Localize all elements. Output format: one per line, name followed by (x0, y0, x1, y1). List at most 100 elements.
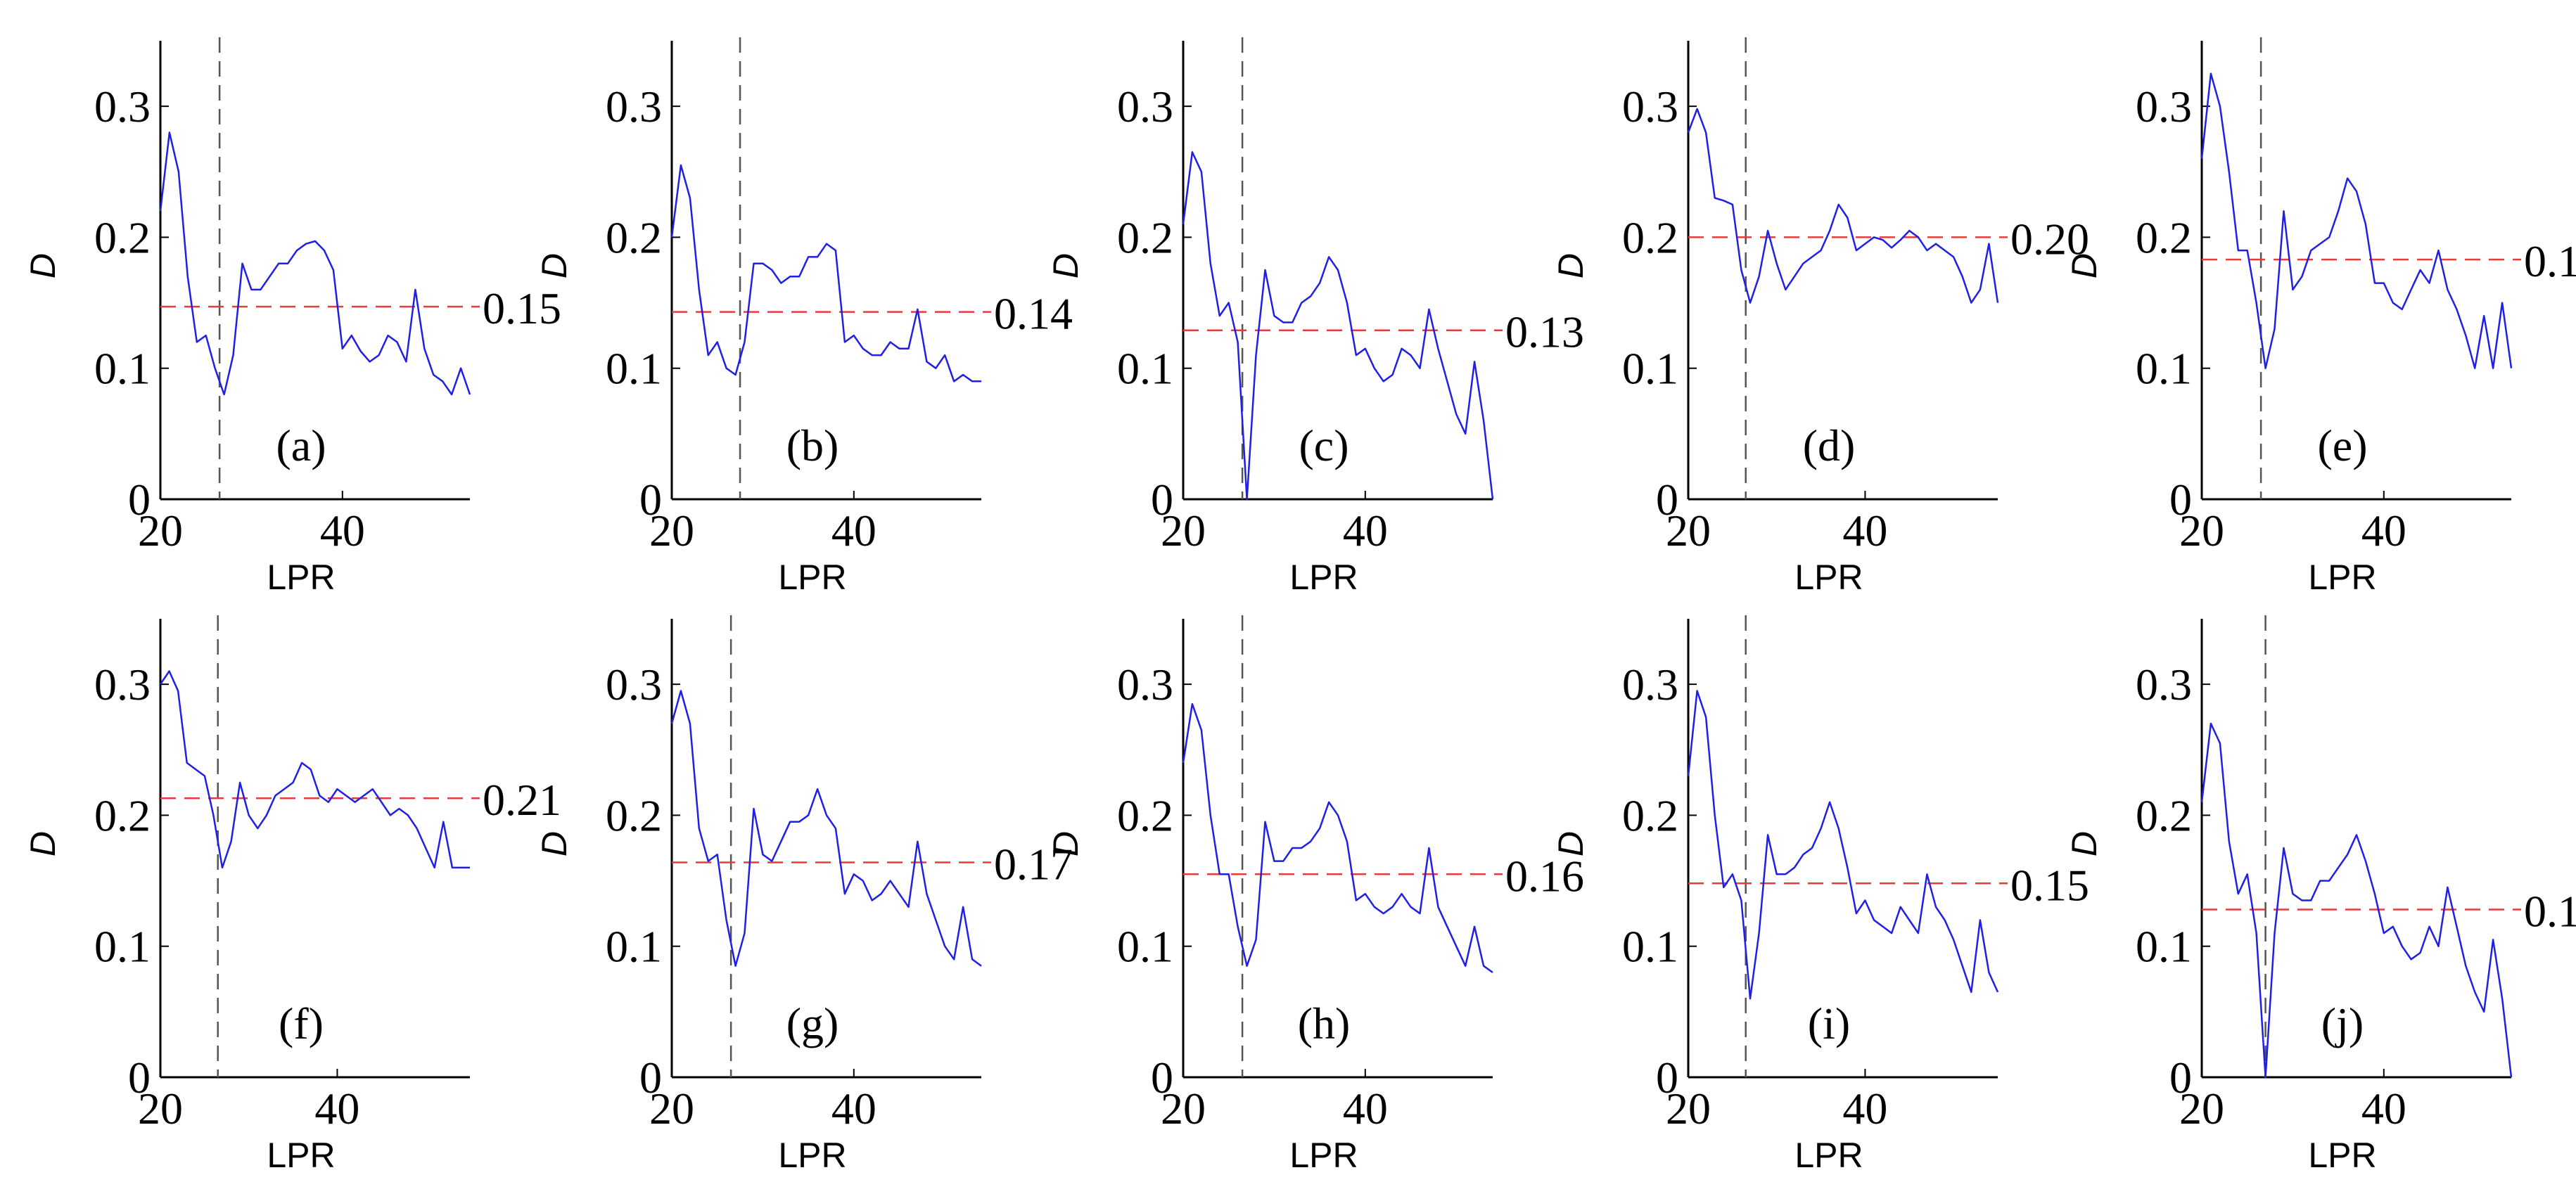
y-tick-label: 0.1 (94, 344, 151, 394)
x-tick-label: 40 (831, 1084, 876, 1133)
series-line (2200, 722, 2513, 1079)
y-tick-label: 0.2 (2136, 790, 2192, 840)
x-axis-title: LPR (267, 558, 335, 597)
y-tick-label: 0.3 (1622, 82, 1678, 131)
panel-label: (b) (786, 420, 839, 470)
x-tick-label: 20 (138, 506, 183, 555)
mean-value-label: 0.15 (483, 283, 561, 333)
y-tick-label: 0.3 (1117, 82, 1173, 131)
mean-value-label: 0.15 (2010, 860, 2089, 910)
x-axis-title: LPR (1794, 558, 1863, 597)
y-tick-label: 0 (1656, 475, 1678, 525)
y-axis-title: D (1551, 831, 1590, 856)
y-tick-label: 0.2 (94, 790, 151, 840)
x-tick-label: 20 (649, 506, 694, 555)
mean-value-label: 0.14 (994, 289, 1073, 339)
y-tick-label: 0 (639, 475, 662, 525)
y-tick-label: 0 (1151, 475, 1173, 525)
y-tick-label: 0 (128, 1053, 151, 1103)
y-tick-label: 0.2 (1622, 212, 1678, 262)
x-tick-label: 40 (1842, 506, 1887, 555)
y-tick-label: 0.3 (606, 660, 662, 709)
panel-label: (d) (1803, 420, 1856, 470)
series-line (670, 164, 981, 383)
y-axis-title: D (1046, 831, 1085, 856)
series-line (1687, 108, 1999, 304)
x-axis-title: LPR (1289, 1136, 1358, 1175)
x-axis-title: LPR (267, 1136, 335, 1175)
mean-value-label: 0.21 (483, 775, 561, 825)
y-axis-title: D (1046, 253, 1085, 278)
x-tick-label: 20 (1666, 1084, 1711, 1133)
y-axis-title: D (1551, 253, 1590, 278)
y-tick-label: 0.1 (606, 344, 662, 394)
series-line (1182, 702, 1493, 974)
mean-value-label: 0.16 (1505, 851, 1584, 901)
series-line (1182, 151, 1494, 501)
series-line (2200, 72, 2513, 369)
y-tick-label: 0.1 (1622, 922, 1678, 972)
x-tick-label: 40 (2361, 1084, 2406, 1133)
x-tick-label: 20 (1161, 506, 1206, 555)
y-tick-label: 0.2 (2136, 212, 2192, 262)
y-tick-label: 0.3 (606, 82, 662, 131)
y-tick-label: 0.2 (606, 212, 662, 262)
x-tick-label: 20 (1161, 1084, 1206, 1133)
series-line (1687, 690, 1999, 1000)
x-tick-label: 20 (138, 1084, 183, 1133)
x-tick-label: 40 (2361, 506, 2406, 555)
y-tick-label: 0 (2169, 475, 2192, 525)
x-tick-label: 20 (649, 1084, 694, 1133)
y-axis-title: D (2065, 831, 2104, 856)
y-tick-label: 0 (1151, 1053, 1173, 1103)
panel-label: (i) (1808, 998, 1850, 1048)
panel-label: (g) (786, 998, 839, 1048)
y-tick-label: 0.3 (1117, 660, 1173, 709)
y-axis-title: D (535, 831, 574, 856)
y-tick-label: 0 (2169, 1053, 2192, 1103)
y-tick-label: 0.2 (1622, 790, 1678, 840)
series-line (670, 690, 982, 967)
panel-label: (h) (1298, 998, 1351, 1048)
x-tick-label: 40 (314, 1084, 359, 1133)
y-tick-label: 0.1 (1622, 344, 1678, 394)
x-tick-label: 40 (320, 506, 365, 555)
y-axis-title: D (2065, 253, 2104, 278)
y-tick-label: 0.2 (94, 212, 151, 262)
y-tick-label: 0.1 (2136, 344, 2192, 394)
panel-label: (f) (279, 998, 324, 1048)
x-tick-label: 20 (2179, 506, 2224, 555)
y-tick-label: 0.3 (94, 82, 151, 131)
panel-label: (e) (2317, 420, 2367, 470)
y-tick-label: 0 (128, 475, 151, 525)
y-tick-label: 0.3 (2136, 82, 2192, 131)
y-tick-label: 0.1 (1117, 922, 1173, 972)
mean-value-label: 0.20 (2010, 214, 2089, 264)
x-axis-title: LPR (1794, 1136, 1863, 1175)
mean-value-label: 0.18 (2524, 236, 2576, 286)
y-axis-title: D (23, 253, 63, 278)
y-tick-label: 0.2 (1117, 212, 1173, 262)
y-tick-label: 0.3 (94, 660, 151, 709)
series-line (159, 670, 470, 869)
y-tick-label: 0.1 (94, 922, 151, 972)
y-tick-label: 0.2 (606, 790, 662, 840)
y-tick-label: 0.3 (2136, 660, 2192, 709)
x-axis-title: LPR (1289, 558, 1358, 597)
series-line (159, 131, 471, 396)
x-axis-title: LPR (778, 1136, 846, 1175)
panel-label: (j) (2321, 998, 2364, 1048)
x-axis-title: LPR (778, 558, 846, 597)
mean-value-label: 0.13 (1505, 307, 1584, 357)
mean-value-label: 0.17 (994, 839, 1073, 889)
y-tick-label: 0 (1656, 1053, 1678, 1103)
